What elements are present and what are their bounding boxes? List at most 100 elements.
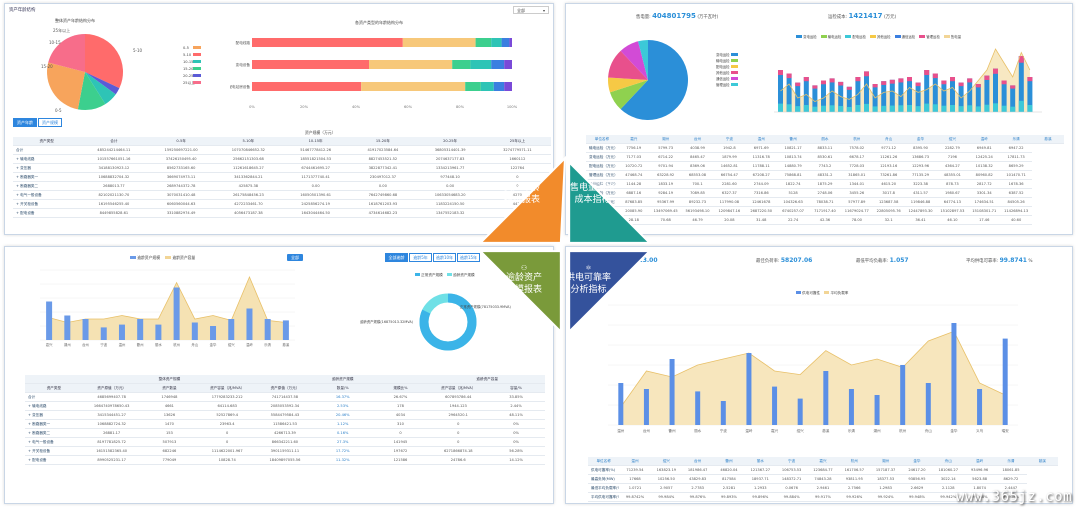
tab-overage-2[interactable]: 逾龄10年: [433, 253, 456, 262]
legend-swatch: [845, 35, 851, 38]
table-row[interactable]: 合计 4685699407.78 1746948 1779283233.212 7417…: [25, 393, 545, 402]
table-cell: 12293.96: [905, 162, 937, 171]
table-row[interactable]: 最高负荷(MW) 17668 10256.50 43829.83 817584 18937…: [588, 475, 1058, 484]
table-cell: 0%: [487, 420, 545, 429]
tab-asset-age[interactable]: 资产年龄: [13, 118, 37, 127]
tab-overage-0[interactable]: 全部逾龄: [385, 253, 408, 262]
table-cell: 41917023584.64: [349, 146, 416, 155]
table-cell: 7171917.40: [809, 207, 841, 216]
table-cell: 7578.02: [841, 144, 873, 153]
table-cell: 104326.63: [777, 198, 809, 207]
table-cell: 117990.08: [713, 198, 745, 207]
donut-legend-overage-swatch: [447, 273, 452, 276]
table-cell: 3017.8: [873, 189, 905, 198]
table-cell: + 输电线路: [25, 402, 83, 411]
cost-bar-base: [1002, 106, 1007, 112]
table-cell: 11261618645.27: [215, 164, 282, 173]
table-cell: 7316.86: [745, 189, 777, 198]
table-cell: 2085053592.34: [256, 402, 314, 411]
group-header: 整体资产规模: [83, 375, 256, 384]
table-cell: 89232.73: [682, 198, 714, 207]
cost-bar-base: [1010, 107, 1015, 112]
overage-bar: [283, 320, 289, 340]
table-row[interactable]: + 输电线路 1664740978650.43 4661 64114.683 20850…: [25, 402, 545, 411]
column-header: 温州: [619, 457, 650, 466]
table-cell: 0%: [487, 429, 545, 438]
table-row[interactable]: 供电可靠率(%) 71239.54 163823.19 181986.47 46820.…: [588, 466, 1058, 475]
table-cell: 80960.82: [968, 171, 1000, 180]
table-cell: 682246: [141, 447, 199, 456]
table-cell: 107070846652.32: [215, 146, 282, 155]
legend-label: 25以上: [183, 81, 193, 86]
table-cell: 82102021130.70: [80, 191, 147, 200]
table-row[interactable]: + 变压器 3415344451.27 13626 52527869.4 5584479…: [25, 411, 545, 420]
table-cell: 18551821504.53: [282, 155, 349, 164]
x-tick: 乐清: [848, 428, 856, 433]
table-cell: 8449855828.61: [80, 209, 147, 218]
x-tick: 衢州: [668, 428, 676, 433]
table-cell: 14.12%: [487, 456, 545, 465]
table-cell: 10828.74: [198, 456, 256, 465]
table-cell: 78038.71: [809, 198, 841, 207]
diamond-sales-cost[interactable]: [569, 162, 650, 243]
all-button[interactable]: 全部: [287, 254, 303, 261]
table-cell: 141945: [372, 438, 430, 447]
table-cell: 8530.61: [809, 153, 841, 162]
cost-bar-top: [916, 83, 921, 87]
diamond-reliability[interactable]: [569, 251, 650, 332]
legend-load-swatch: [824, 291, 829, 294]
column-header: 嘉兴: [807, 457, 838, 466]
table-cell: 121367.27: [745, 466, 776, 475]
reliability-bar: [644, 389, 649, 425]
column-header: 单位名称: [588, 457, 619, 466]
table-row[interactable]: + 开关柜设备 16151582365.40 682246 1114622001.96…: [25, 447, 545, 456]
column-header: 衢州: [713, 457, 744, 466]
table-cell: 8197781825.72: [83, 438, 141, 447]
bar-segment: [476, 38, 492, 47]
cost-bar-base: [959, 106, 964, 112]
kpi-sales-unit: (万千瓦时): [697, 15, 718, 20]
diamond-overage[interactable]: [480, 251, 561, 332]
column-header: 嘉兴: [618, 135, 650, 144]
cost-bar-base: [967, 105, 972, 112]
x-tick: 湖州: [873, 428, 881, 433]
table-cell: 2282.79: [936, 144, 968, 153]
reliability-bar: [670, 359, 675, 425]
axis-tick: 80%: [456, 105, 465, 109]
table-cell: 17.46: [968, 216, 1000, 225]
table-cell: 0: [429, 438, 487, 447]
table-cell: 174634.51: [968, 198, 1000, 207]
table-cell: 3310882974.49: [148, 209, 215, 218]
table-cell: 507913: [141, 438, 199, 447]
table-cell: + 变压器: [25, 411, 83, 420]
table-row[interactable]: + 断路器类一 1068882724.32 1470 23963.4 11586421.…: [25, 420, 545, 429]
x-tick: 温州: [119, 342, 126, 347]
bar-category: 配电线路: [236, 40, 251, 45]
bar-segment: [452, 60, 470, 69]
bar-segment: [252, 60, 369, 69]
bar-title: 各资产类型的年龄结构分布: [355, 20, 403, 26]
table-cell: 123687.58: [873, 198, 905, 207]
table-cell: 73261.86: [873, 171, 905, 180]
table-cell: 12193.16: [873, 162, 905, 171]
table-row[interactable]: + 电气一般设备 8197781825.72 507913 0 866342211.60…: [25, 438, 545, 447]
kpi-cost: 运检成本: 1421417 (万元): [828, 12, 896, 20]
cost-bar-base: [804, 105, 809, 112]
x-tick: 绍兴: [228, 342, 235, 347]
table-group-header: 资产规模（万元）: [305, 130, 335, 136]
legend-label: 20-25: [183, 74, 193, 78]
filter-dropdown[interactable]: 全部 ▾: [513, 6, 549, 14]
table-row[interactable]: + 断路器类二 26881.17 153 0 4266713.39 0.16% 0 0 0%: [25, 429, 545, 438]
table-row[interactable]: + 配电设备 8990525231.17 779049 10828.74 1840989…: [25, 456, 545, 465]
cost-bar-top: [804, 77, 809, 81]
diamond-age-structure[interactable]: [480, 158, 565, 243]
table-cell: 6744461695.27: [282, 164, 349, 173]
tab-overage-1[interactable]: 逾龄5年: [409, 253, 432, 262]
column-header: 台州: [682, 457, 713, 466]
tab-asset-scale[interactable]: 资产规模: [38, 118, 62, 127]
age-pie-chart: 5-1025年以上15-2010-150-5: [25, 22, 145, 122]
reliability-bar: [823, 371, 828, 425]
x-tick: 乐清: [264, 342, 271, 347]
table-cell: 99.924%: [870, 493, 901, 502]
bar-segment: [491, 60, 504, 69]
